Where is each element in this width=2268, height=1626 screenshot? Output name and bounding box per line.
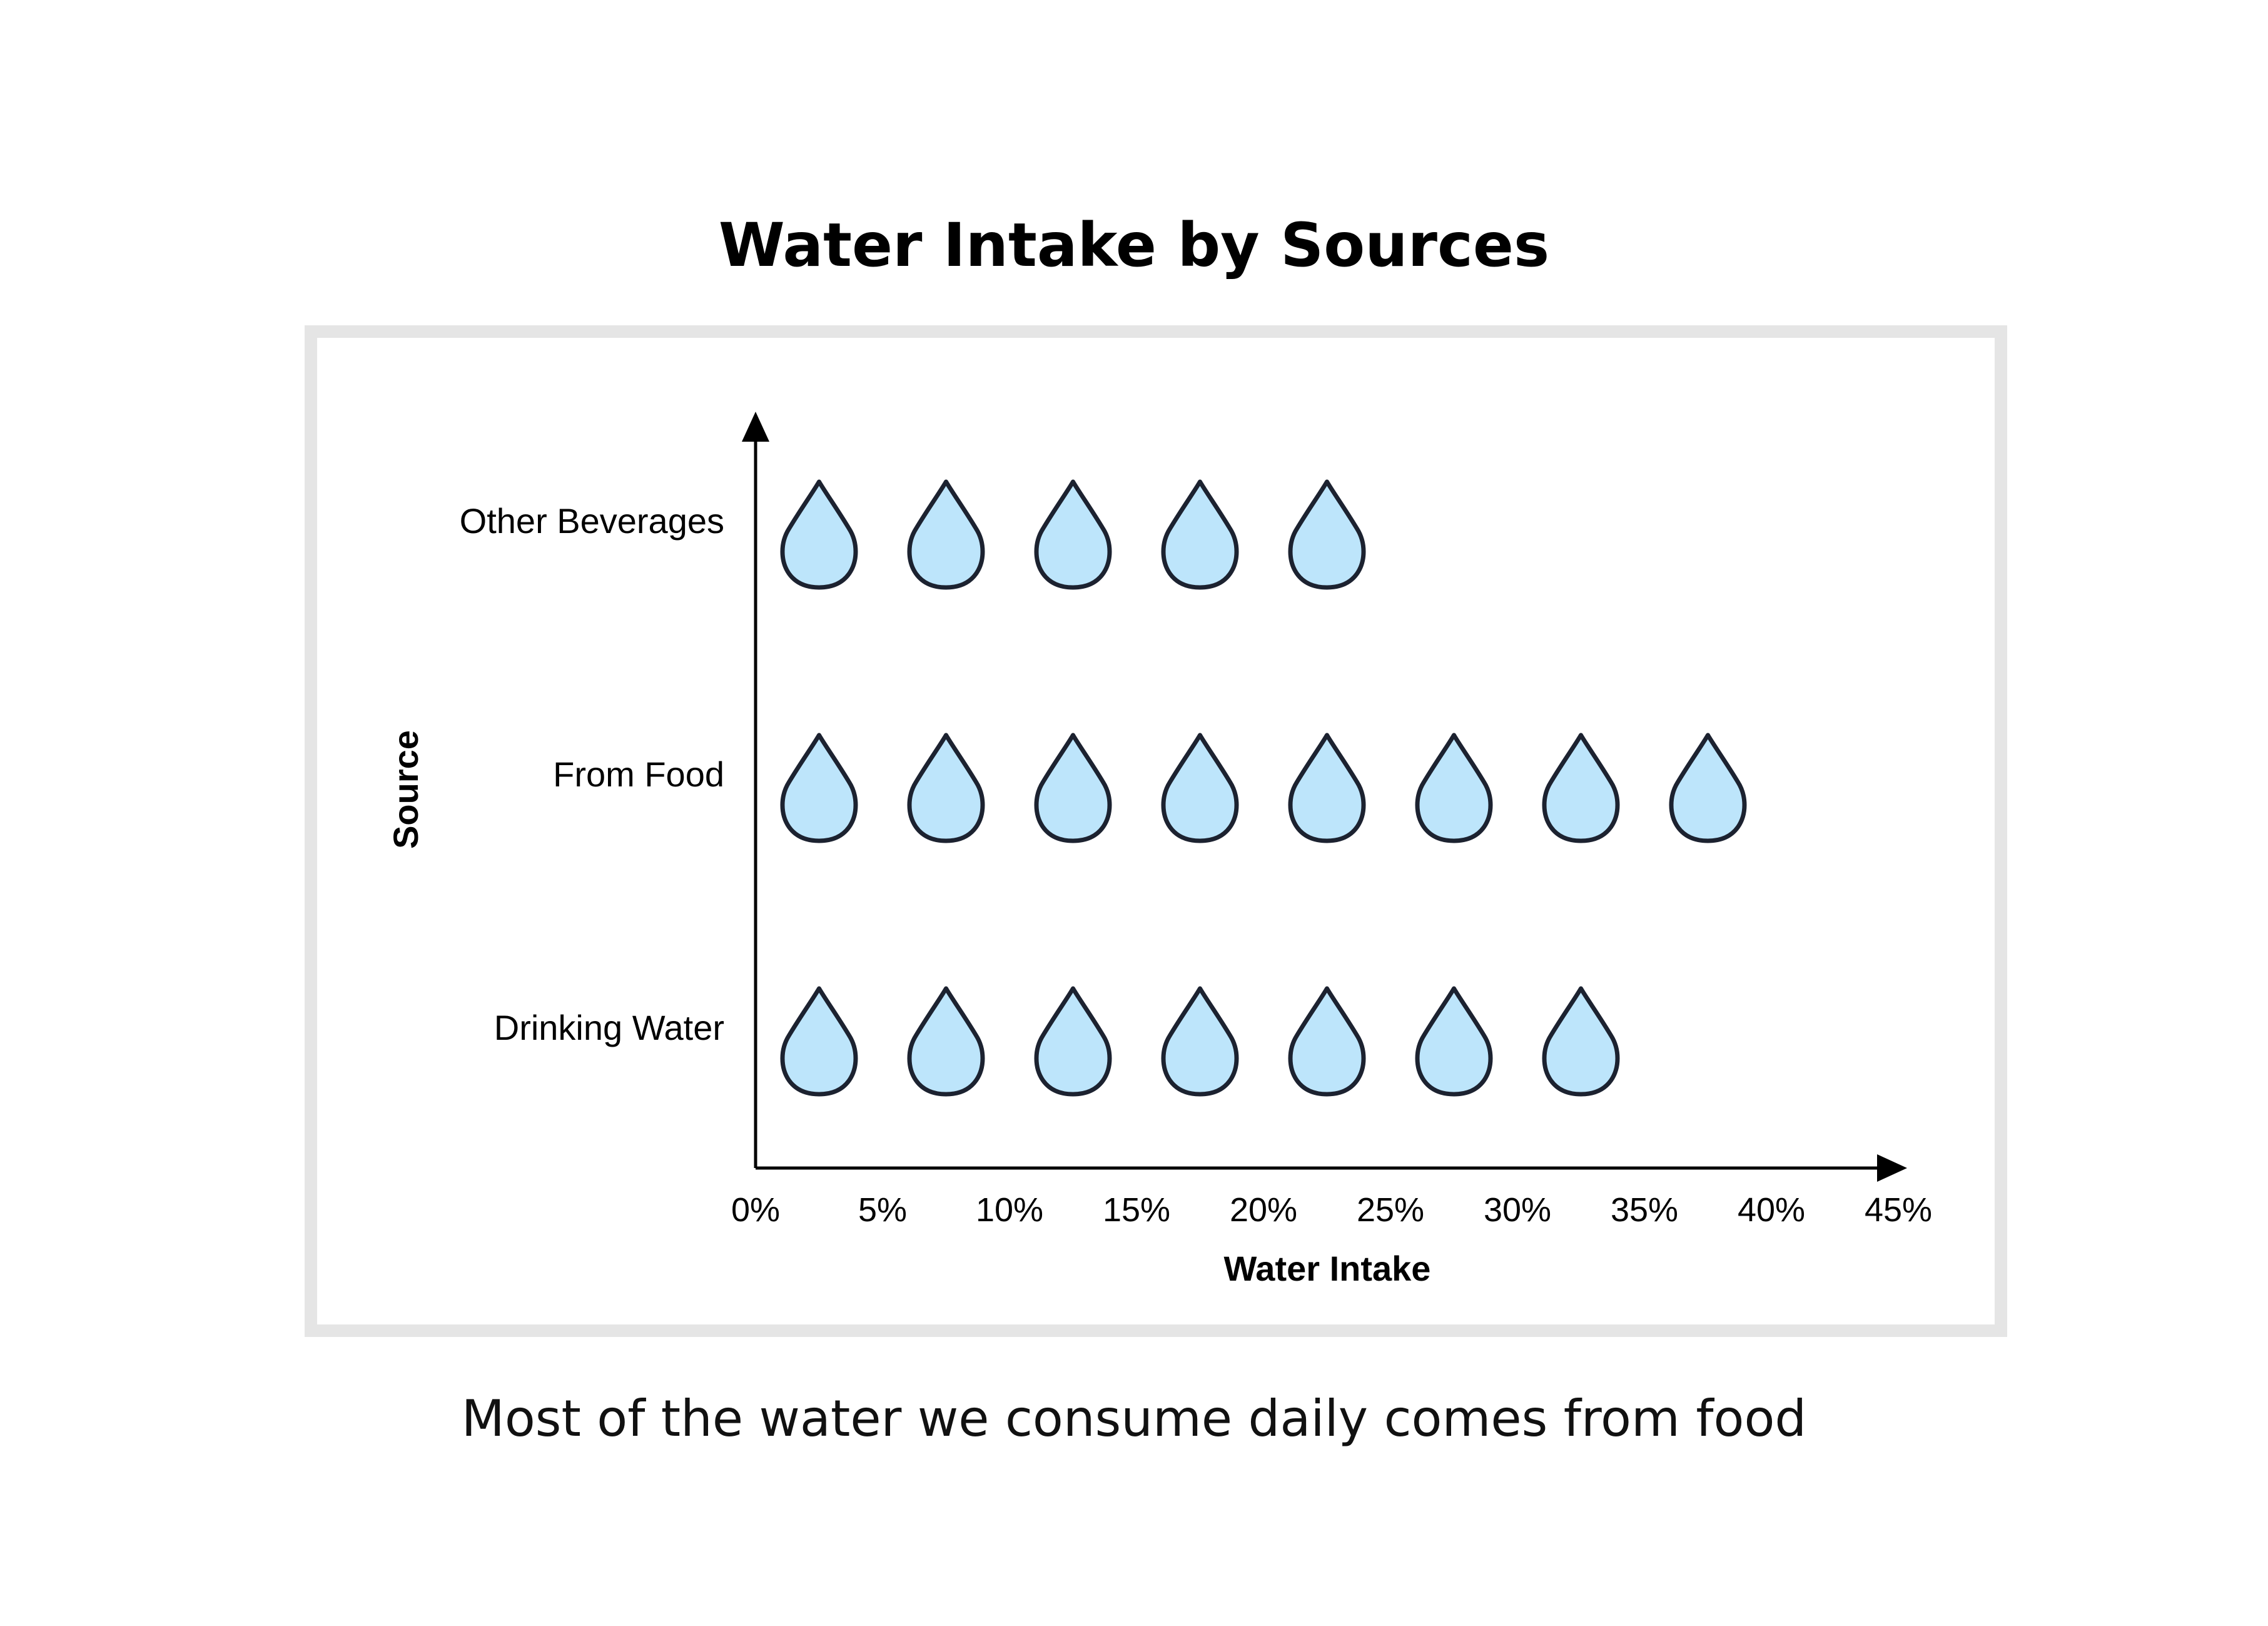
water-drop-icon <box>1669 733 1747 843</box>
x-tick-label: 35% <box>1611 1191 1678 1229</box>
water-drop-icon <box>1161 986 1239 1097</box>
y-axis-label: Source <box>386 730 425 849</box>
x-tick-label: 30% <box>1484 1191 1551 1229</box>
x-tick-label: 15% <box>1103 1191 1170 1229</box>
water-drop-icon <box>1415 986 1493 1097</box>
x-tick-label: 0% <box>731 1191 780 1229</box>
chart-caption: Most of the water we consume daily comes… <box>461 1390 1807 1448</box>
x-tick-label: 45% <box>1865 1191 1932 1229</box>
labels-layer: Other Beverages From Food Drinking Water 0%… <box>386 501 1932 1288</box>
water-drop-icon <box>780 986 858 1097</box>
x-tick-label: 25% <box>1357 1191 1424 1229</box>
y-axis-arrow <box>742 412 769 442</box>
drops-layer <box>780 479 1747 1097</box>
axes-layer <box>742 412 1907 1182</box>
water-drop-icon <box>1542 733 1620 843</box>
water-drop-icon <box>907 986 985 1097</box>
x-axis-arrow <box>1877 1154 1907 1182</box>
water-drop-icon <box>780 733 858 843</box>
water-drop-icon <box>907 733 985 843</box>
water-drop-icon <box>1288 479 1366 590</box>
x-tick-label: 40% <box>1738 1191 1805 1229</box>
water-drop-icon <box>1161 479 1239 590</box>
x-tick-label: 5% <box>858 1191 907 1229</box>
x-axis-label: Water Intake <box>1224 1249 1431 1288</box>
water-drop-icon <box>1288 733 1366 843</box>
water-drop-icon <box>1161 733 1239 843</box>
category-label: Other Beverages <box>460 501 724 541</box>
category-label: From Food <box>553 755 724 794</box>
water-drop-icon <box>1288 986 1366 1097</box>
water-drop-icon <box>907 479 985 590</box>
category-label: Drinking Water <box>494 1008 724 1047</box>
chart-title: Water Intake by Sources <box>718 210 1550 280</box>
water-drop-icon <box>1034 479 1112 590</box>
water-drop-icon <box>1542 986 1620 1097</box>
water-drop-icon <box>780 479 858 590</box>
water-drop-icon <box>1415 733 1493 843</box>
water-drop-icon <box>1034 986 1112 1097</box>
x-tick-label: 10% <box>976 1191 1043 1229</box>
x-tick-label: 20% <box>1230 1191 1297 1229</box>
water-drop-icon <box>1034 733 1112 843</box>
